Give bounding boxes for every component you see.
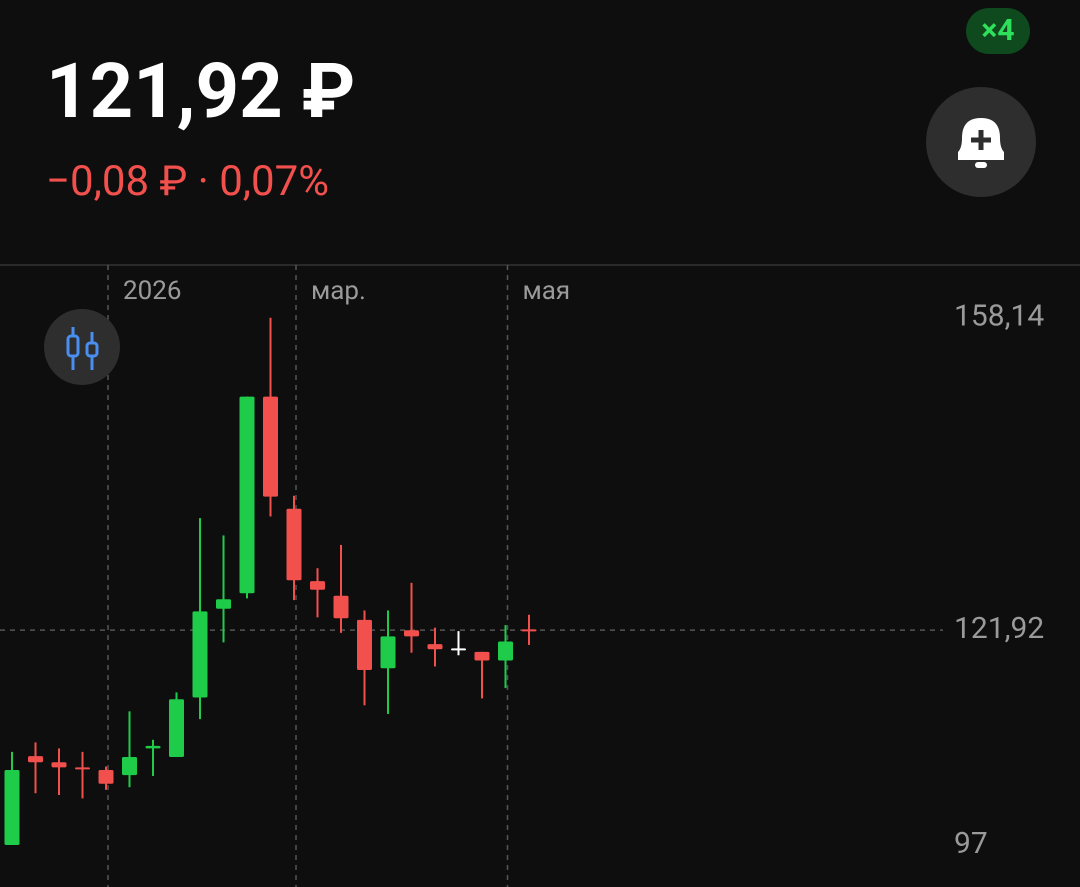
candle-body	[28, 756, 43, 763]
x-tick-label: 2026	[123, 276, 181, 306]
y-tick-label: 158,14	[954, 299, 1044, 334]
candle-body	[451, 648, 466, 651]
price: 121,92 ₽	[46, 46, 355, 136]
candle-body	[474, 651, 490, 661]
candle-body	[145, 745, 161, 749]
candle-body	[286, 508, 302, 581]
alert-button[interactable]	[926, 87, 1036, 197]
y-tick-label: 121,92	[954, 611, 1044, 646]
badge-text: ×4	[981, 13, 1014, 48]
price-change: −0,08 ₽ · 0,07%	[46, 157, 329, 206]
bell-clapper	[975, 162, 987, 168]
chart-type-bg	[44, 309, 120, 385]
candle-body	[333, 595, 349, 619]
candle-body	[404, 630, 419, 637]
candle-body	[263, 396, 278, 497]
candle-body	[239, 396, 255, 594]
badge-bg	[966, 8, 1030, 54]
candle-body	[427, 644, 443, 650]
candle-body	[380, 636, 396, 669]
candle-body	[122, 757, 137, 776]
candle-icon-body	[66, 334, 80, 358]
chart-type-button[interactable]	[44, 309, 120, 385]
y-tick-label: 97	[954, 826, 988, 861]
candle-body	[4, 769, 20, 846]
candle-body	[498, 641, 513, 661]
candle-body	[216, 599, 231, 609]
badge[interactable]: ×4	[966, 8, 1030, 54]
candle-body	[75, 767, 90, 770]
candle-body	[521, 629, 537, 632]
candle-body	[98, 769, 114, 784]
x-tick-label: мая	[523, 276, 571, 306]
candle-body	[310, 581, 325, 590]
candle-body	[192, 611, 208, 698]
candle-body	[51, 762, 67, 768]
x-tick-label: мар.	[311, 276, 366, 306]
candle-body	[169, 699, 184, 758]
candle-body	[357, 619, 372, 670]
plus-icon	[971, 130, 991, 150]
candle-icon-body	[85, 341, 99, 358]
